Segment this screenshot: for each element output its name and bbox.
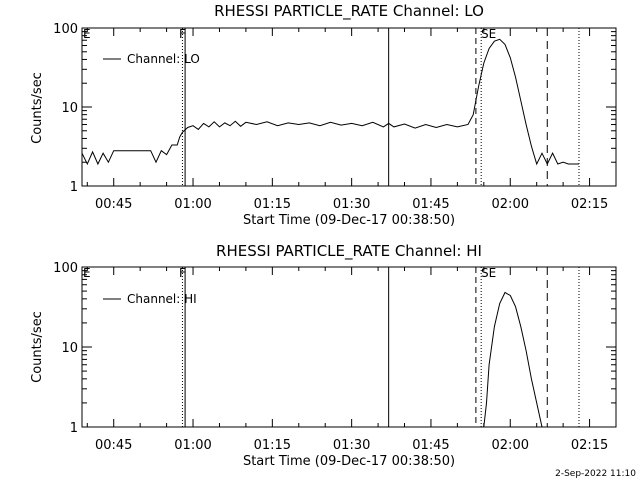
chart-title-lo: RHESSI PARTICLE_RATE Channel: LO <box>214 2 484 21</box>
y-tick-label: 10 <box>61 341 78 356</box>
x-tick-label: 01:15 <box>254 197 291 212</box>
flag-e-lo: E <box>83 27 91 41</box>
y-tick-label: 1 <box>70 421 78 436</box>
ticks-hi: 00:45 01:00 01:15 01:30 01:45 02:00 02:15 1 10 10… <box>53 261 617 453</box>
x-tick-label: 01:00 <box>174 197 211 212</box>
x-tick-label: 02:15 <box>571 197 608 212</box>
ticks-lo: 00:45 01:00 01:15 01:30 01:45 02:00 02:15 1 10 10… <box>53 22 617 212</box>
flag-se-lo: SE <box>481 27 496 41</box>
plot-frame-hi <box>81 266 617 428</box>
lines-lo <box>181 28 580 186</box>
legend-label-lo: Channel: LO <box>127 52 200 66</box>
x-tick-label: 01:45 <box>412 438 449 453</box>
x-tick-label: 01:45 <box>412 197 449 212</box>
flag-f-hi: F <box>179 266 186 280</box>
y-tick-label: 10 <box>61 101 78 116</box>
x-tick-label: 02:00 <box>492 197 529 212</box>
x-tick-label: 01:30 <box>333 438 370 453</box>
y-tick-label: 1 <box>70 180 78 195</box>
x-tick-label: 01:15 <box>254 438 291 453</box>
x-tick-label: 01:30 <box>333 197 370 212</box>
chart-title-hi: RHESSI PARTICLE_RATE Channel: HI <box>216 242 482 261</box>
timestamp: 2-Sep-2022 11:10 <box>555 469 636 479</box>
series-line-channel-lo <box>81 38 579 166</box>
x-tick-label: 02:00 <box>492 438 529 453</box>
flag-se-hi: SE <box>481 266 496 280</box>
flag-e-hi: E <box>83 266 91 280</box>
y-tick-label: 100 <box>53 22 78 37</box>
chart-hi: RHESSI PARTICLE_RATE Channel: HI Counts/… <box>30 242 617 469</box>
y-axis-label-lo: Counts/sec <box>30 72 45 144</box>
x-axis-label-lo: Start Time (09-Dec-17 00:38:50) <box>243 213 455 228</box>
plot-frame-lo <box>81 27 617 187</box>
flag-f-lo: F <box>179 27 186 41</box>
x-tick-label: 00:45 <box>95 438 132 453</box>
y-tick-label: 100 <box>53 261 78 276</box>
x-tick-label: 01:00 <box>174 438 211 453</box>
x-tick-label: 00:45 <box>95 197 132 212</box>
y-axis-label-hi: Counts/sec <box>30 311 45 383</box>
x-axis-label-hi: Start Time (09-Dec-17 00:38:50) <box>243 454 455 469</box>
lines-hi <box>181 267 580 427</box>
x-tick-label: 02:15 <box>571 438 608 453</box>
series-line-channel-hi <box>483 291 543 428</box>
legend-label-hi: Channel: HI <box>127 292 197 306</box>
chart-lo: RHESSI PARTICLE_RATE Channel: LO Counts/… <box>30 2 617 228</box>
